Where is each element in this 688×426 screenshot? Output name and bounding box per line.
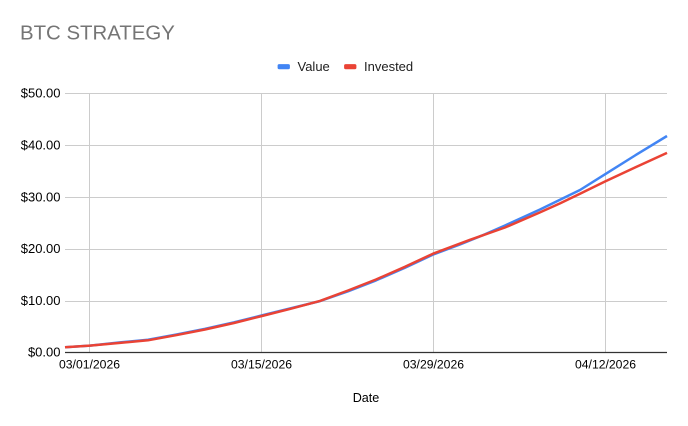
svg-text:$0.00: $0.00 — [28, 345, 61, 360]
svg-text:BTC STRATEGY: BTC STRATEGY — [20, 23, 175, 45]
svg-text:$30.00: $30.00 — [21, 189, 61, 204]
svg-text:$20.00: $20.00 — [21, 241, 61, 256]
svg-text:$40.00: $40.00 — [21, 138, 61, 153]
svg-text:$10.00: $10.00 — [21, 293, 61, 308]
svg-text:03/01/2026: 03/01/2026 — [59, 358, 120, 372]
svg-text:$50.00: $50.00 — [21, 86, 61, 101]
svg-text:Invested: Invested — [364, 59, 413, 74]
svg-text:03/15/2026: 03/15/2026 — [231, 358, 292, 372]
svg-text:Value: Value — [298, 59, 330, 74]
svg-text:Date: Date — [353, 391, 380, 405]
svg-text:03/29/2026: 03/29/2026 — [403, 358, 464, 372]
svg-text:04/12/2026: 04/12/2026 — [575, 358, 636, 372]
